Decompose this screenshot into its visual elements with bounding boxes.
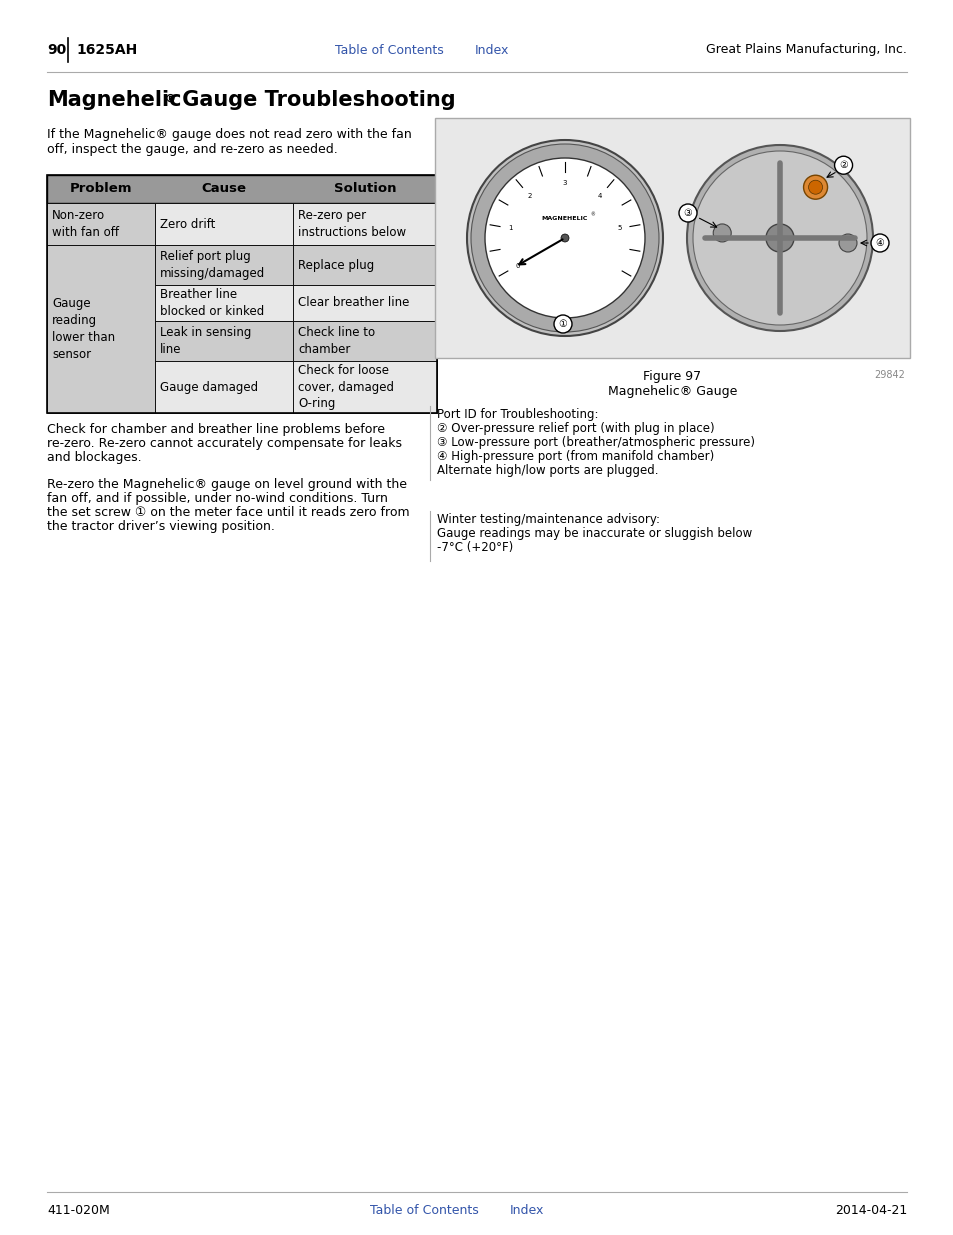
Text: 1: 1 bbox=[508, 226, 513, 231]
Text: Index: Index bbox=[510, 1203, 544, 1216]
Circle shape bbox=[686, 144, 872, 331]
Text: Port ID for Troubleshooting:: Port ID for Troubleshooting: bbox=[436, 408, 598, 421]
Bar bbox=[435, 119, 909, 358]
Text: 1625AH: 1625AH bbox=[76, 43, 137, 57]
Text: -7°C (+20°F): -7°C (+20°F) bbox=[436, 541, 513, 555]
Text: off, inspect the gauge, and re-zero as needed.: off, inspect the gauge, and re-zero as n… bbox=[47, 143, 337, 156]
Text: Zero drift: Zero drift bbox=[160, 217, 215, 231]
Text: Index: Index bbox=[475, 43, 509, 57]
Text: Breather line
blocked or kinked: Breather line blocked or kinked bbox=[160, 288, 264, 317]
Text: If the Magnehelic® gauge does not read zero with the fan: If the Magnehelic® gauge does not read z… bbox=[47, 128, 412, 141]
Text: Cause: Cause bbox=[201, 183, 246, 195]
Bar bbox=[154, 203, 293, 245]
Circle shape bbox=[802, 175, 826, 199]
Text: Check for loose
cover, damaged
O-ring: Check for loose cover, damaged O-ring bbox=[297, 363, 394, 410]
Text: 411-020M: 411-020M bbox=[47, 1203, 110, 1216]
Text: Gauge Troubleshooting: Gauge Troubleshooting bbox=[174, 90, 456, 110]
Text: 2014-04-21: 2014-04-21 bbox=[834, 1203, 906, 1216]
Text: Non-zero
with fan off: Non-zero with fan off bbox=[52, 209, 119, 240]
Text: ③: ③ bbox=[683, 207, 692, 219]
Bar bbox=[293, 321, 436, 361]
Text: MAGNEHELIC: MAGNEHELIC bbox=[541, 215, 588, 221]
Circle shape bbox=[838, 233, 856, 252]
Circle shape bbox=[870, 233, 888, 252]
Text: Solution: Solution bbox=[334, 183, 395, 195]
Bar bbox=[293, 361, 436, 412]
Text: Great Plains Manufacturing, Inc.: Great Plains Manufacturing, Inc. bbox=[705, 43, 906, 57]
Text: Re-zero per
instructions below: Re-zero per instructions below bbox=[297, 209, 406, 240]
Bar bbox=[47, 203, 154, 245]
Circle shape bbox=[554, 315, 572, 333]
Text: Magnehelic: Magnehelic bbox=[47, 90, 181, 110]
Text: 3: 3 bbox=[562, 180, 567, 186]
Text: the set screw ① on the meter face until it reads zero from: the set screw ① on the meter face until … bbox=[47, 506, 409, 519]
Text: Gauge readings may be inaccurate or sluggish below: Gauge readings may be inaccurate or slug… bbox=[436, 527, 752, 540]
Text: ①: ① bbox=[558, 319, 567, 329]
Text: 5: 5 bbox=[617, 226, 620, 231]
Text: re-zero. Re-zero cannot accurately compensate for leaks: re-zero. Re-zero cannot accurately compe… bbox=[47, 437, 401, 450]
Circle shape bbox=[467, 140, 662, 336]
Text: Relief port plug
missing/damaged: Relief port plug missing/damaged bbox=[160, 249, 265, 280]
Bar bbox=[154, 285, 293, 321]
Text: ② Over-pressure relief port (with plug in place): ② Over-pressure relief port (with plug i… bbox=[436, 422, 714, 435]
Text: fan off, and if possible, under no-wind conditions. Turn: fan off, and if possible, under no-wind … bbox=[47, 492, 388, 505]
Text: Clear breather line: Clear breather line bbox=[297, 296, 409, 310]
Text: Re-zero the Magnehelic® gauge on level ground with the: Re-zero the Magnehelic® gauge on level g… bbox=[47, 478, 407, 492]
Circle shape bbox=[679, 204, 697, 222]
Text: 2: 2 bbox=[527, 193, 531, 199]
Bar bbox=[47, 245, 154, 412]
Text: Gauge damaged: Gauge damaged bbox=[160, 380, 258, 394]
Text: Gauge
reading
lower than
sensor: Gauge reading lower than sensor bbox=[52, 296, 115, 361]
Bar bbox=[154, 321, 293, 361]
Text: 4: 4 bbox=[598, 193, 602, 199]
Text: Leak in sensing
line: Leak in sensing line bbox=[160, 326, 251, 356]
Circle shape bbox=[808, 180, 821, 194]
Bar bbox=[47, 175, 436, 203]
Circle shape bbox=[484, 158, 644, 317]
Bar bbox=[47, 175, 436, 412]
Text: 90: 90 bbox=[47, 43, 66, 57]
Text: Check for chamber and breather line problems before: Check for chamber and breather line prob… bbox=[47, 424, 385, 436]
Text: Problem: Problem bbox=[70, 183, 132, 195]
Text: Table of Contents: Table of Contents bbox=[370, 1203, 478, 1216]
Bar bbox=[154, 245, 293, 285]
Text: the tractor driver’s viewing position.: the tractor driver’s viewing position. bbox=[47, 520, 274, 534]
Bar bbox=[293, 203, 436, 245]
Text: Figure 97: Figure 97 bbox=[642, 370, 700, 383]
Text: Winter testing/maintenance advisory:: Winter testing/maintenance advisory: bbox=[436, 513, 659, 526]
Text: and blockages.: and blockages. bbox=[47, 451, 141, 464]
Bar bbox=[293, 285, 436, 321]
Text: ③ Low-pressure port (breather/atmospheric pressure): ③ Low-pressure port (breather/atmospheri… bbox=[436, 436, 754, 450]
Text: Replace plug: Replace plug bbox=[297, 258, 374, 272]
Text: Magnehelic® Gauge: Magnehelic® Gauge bbox=[607, 385, 737, 398]
Text: ④: ④ bbox=[875, 238, 883, 248]
Circle shape bbox=[834, 156, 852, 174]
Text: Alternate high/low ports are plugged.: Alternate high/low ports are plugged. bbox=[436, 464, 658, 477]
Bar bbox=[293, 245, 436, 285]
Circle shape bbox=[560, 233, 568, 242]
Circle shape bbox=[765, 224, 793, 252]
Bar bbox=[154, 361, 293, 412]
Text: ④ High-pressure port (from manifold chamber): ④ High-pressure port (from manifold cham… bbox=[436, 450, 714, 463]
Text: Table of Contents: Table of Contents bbox=[335, 43, 443, 57]
Text: ②: ② bbox=[839, 161, 847, 170]
Circle shape bbox=[471, 144, 659, 332]
Text: ®: ® bbox=[165, 94, 176, 104]
Text: Check line to
chamber: Check line to chamber bbox=[297, 326, 375, 356]
Text: 29842: 29842 bbox=[873, 370, 904, 380]
Text: 0: 0 bbox=[515, 263, 519, 268]
Circle shape bbox=[713, 224, 730, 242]
Circle shape bbox=[692, 151, 866, 325]
Text: ®: ® bbox=[590, 212, 595, 217]
